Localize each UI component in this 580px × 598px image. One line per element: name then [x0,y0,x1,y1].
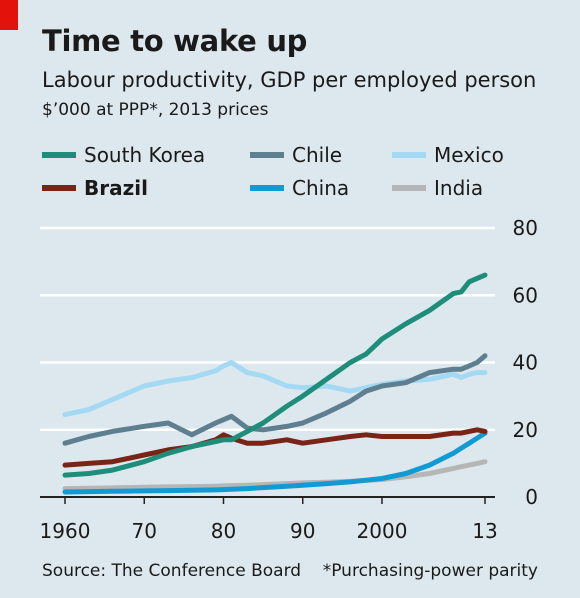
legend-item-south-korea: South Korea [42,143,205,167]
series-line-brazil [62,427,488,468]
legend-swatch-brazil [42,185,76,191]
legend-swatch-india [392,185,426,191]
chart-units: $’000 at PPP*, 2013 prices [42,100,269,120]
series-line-china [62,430,488,495]
y-tick-label: 20 [513,418,538,442]
y-tick-label: 0 [525,485,538,509]
red-corner-tag [0,0,18,30]
legend-swatch-south-korea [42,152,76,158]
y-tick-label: 40 [513,351,538,375]
legend-item-china: China [250,176,349,200]
footnote: *Purchasing-power parity [322,561,538,581]
series-line-south-korea [62,272,488,478]
series-line-chile [62,353,488,446]
chart-subtitle: Labour productivity, GDP per employed pe… [42,68,537,92]
legend-item-india: India [392,176,483,200]
source-note: Source: The Conference Board [42,561,302,581]
legend-label-india: India [434,176,484,200]
legend-item-brazil: Brazil [42,176,148,200]
legend-swatch-mexico [392,152,426,158]
legend-item-mexico: Mexico [392,143,504,167]
x-tick-label: 70 [132,519,157,543]
y-tick-label: 60 [513,283,538,307]
x-tick-label: 80 [211,519,236,543]
legend-label-china: China [292,176,350,200]
chart-title: Time to wake up [42,24,308,58]
legend-label-brazil: Brazil [84,176,148,200]
legend-swatch-china [250,185,284,191]
legend-item-chile: Chile [250,143,342,167]
series-line-mexico [62,360,488,418]
legend-swatch-chile [250,152,284,158]
y-tick-label: 80 [513,216,538,240]
legend-label-south-korea: South Korea [84,143,206,167]
x-tick-label: 90 [290,519,315,543]
legend-label-chile: Chile [292,143,343,167]
legend-label-mexico: Mexico [434,143,504,167]
x-tick-label: 1960 [40,519,91,543]
x-tick-label: 2000 [357,519,408,543]
x-tick-label: 13 [472,519,497,543]
